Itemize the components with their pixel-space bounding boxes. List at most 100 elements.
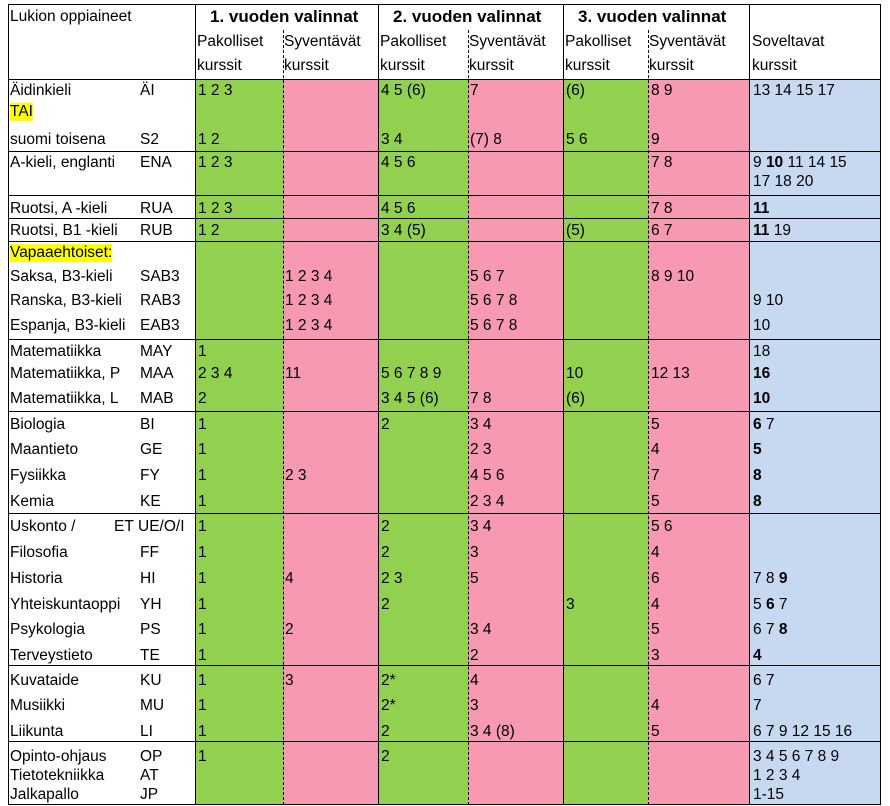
subject-code: EAB3	[140, 317, 180, 334]
y1-syventavat-header: Syventävät	[284, 33, 361, 50]
course-cell-y1p: 1 2	[198, 131, 220, 148]
y2-syventavat-header: Syventävät	[469, 33, 546, 50]
subject-code: RAB3	[140, 292, 181, 309]
subject-name: Fysiikka	[10, 467, 66, 484]
course-cell-y3s: 4	[651, 544, 660, 561]
course-cell-sov: 10	[753, 390, 770, 408]
course-cell-y1p: 1	[198, 544, 207, 561]
border-bottom	[8, 804, 881, 805]
hline-3	[8, 218, 881, 219]
subject-name: Tietotekniikka	[10, 767, 105, 784]
subject-code: UE/O/I	[138, 518, 185, 535]
course-cell-y1s: 1 2 3 4	[285, 292, 333, 309]
course-cell-y2s: 7	[470, 82, 479, 99]
subjects-header: Lukion oppiaineet	[10, 8, 132, 25]
hline-1	[8, 151, 881, 152]
hline-2	[8, 195, 881, 196]
course-cell-sov: 13 14 15 17	[753, 82, 835, 99]
course-cell-y3s: 7 8	[651, 200, 673, 217]
course-cell-sov-b: 8	[753, 493, 762, 510]
soveltavat-kurssit: kurssit	[752, 57, 797, 74]
subject-code: MAB	[140, 390, 174, 407]
course-cell-sov-b: 9	[778, 570, 788, 587]
course-cell-sov: 6 7	[753, 672, 775, 689]
subject-name: Filosofia	[10, 544, 68, 561]
hline-7	[8, 513, 881, 514]
course-cell-y2s: 2	[470, 647, 479, 664]
subject-name: Psykologia	[10, 621, 85, 638]
course-cell-y1p: 1 2 3	[198, 154, 233, 171]
course-cell-sov-a: 6 7	[753, 621, 779, 638]
course-cell-y3s: 5 6	[651, 518, 673, 535]
course-cell-y2p: 2	[381, 544, 390, 561]
course-cell-y2s: 4	[470, 672, 479, 689]
dline-y2	[468, 30, 469, 805]
course-cell-y1p: 1 2 3	[198, 200, 233, 217]
y1-syventavat-kurssit: kurssit	[284, 57, 329, 74]
course-cell-sov: 9 10	[753, 292, 784, 309]
y1-pakolliset-bg	[196, 80, 283, 804]
course-cell-sov: 6 7	[753, 416, 775, 434]
course-cell-y2s: (7) 8	[470, 131, 502, 148]
course-cell-y3p: (6)	[566, 82, 585, 99]
subject-code: JP	[140, 786, 159, 803]
course-cell-y2s: 3 4	[470, 416, 492, 433]
subject-code: TE	[140, 647, 160, 664]
y3-pakolliset-bg	[564, 80, 648, 804]
course-cell-y1s: 2	[285, 621, 294, 638]
vline-year3	[563, 4, 564, 805]
course-cell-y3s: 9	[651, 131, 660, 148]
course-cell-sov-a: 9	[753, 154, 766, 171]
course-cell-sov: 7	[753, 697, 762, 714]
course-cell-y3p: (6)	[566, 390, 585, 407]
subject-name: Opinto-ohjaus	[10, 748, 107, 765]
y2-pakolliset-bg	[379, 80, 468, 804]
subject-name: Ranska, B3-kieli	[10, 292, 122, 309]
course-cell-y1p: 2 3 4	[198, 365, 233, 382]
course-cell-y1s: 1 2 3 4	[285, 268, 333, 285]
course-cell-sov-c: 11 14 15	[783, 154, 847, 171]
course-cell-y3s: 8 9	[651, 82, 673, 99]
y3-syventavat-header: Syventävät	[649, 33, 726, 50]
course-cell-sov: 16	[753, 365, 770, 383]
course-cell-y2s: 3 4 (8)	[470, 723, 515, 740]
course-cell-sov-c: 7	[774, 596, 788, 613]
subject-name: Matematiikka	[10, 343, 102, 360]
subject-name: Uskonto /	[10, 518, 76, 535]
subject-name: Espanja, B3-kieli	[10, 317, 126, 334]
course-cell-y1p: 1	[198, 518, 207, 535]
course-cell-sov: 8	[753, 467, 762, 485]
course-cell-y1s: 1 2 3 4	[285, 317, 333, 334]
subject-code: S2	[140, 131, 159, 148]
course-cell-y1p: 1	[198, 441, 207, 458]
course-cell-sov-b: 8	[753, 467, 762, 484]
course-cell-y2s: 5	[470, 570, 479, 587]
y3-syventavat-kurssit: kurssit	[649, 57, 694, 74]
course-cell-y2p: 3 4 5 (6)	[381, 390, 439, 407]
course-cell-sov: 9 10 11 14 15	[753, 154, 847, 172]
border-top	[8, 4, 881, 5]
course-cell-y1p: 1 2	[198, 222, 220, 239]
course-cell-y1p: 1	[198, 621, 207, 638]
course-cell-y2p: 2 3	[381, 570, 403, 587]
border-left	[8, 4, 9, 805]
course-cell-y2p: 4 5 (6)	[381, 82, 426, 99]
course-cell-y1p: 2	[198, 390, 207, 407]
course-cell-sov-c: 7	[761, 416, 775, 433]
course-cell-y3s: 8 9 10	[651, 268, 695, 285]
course-cell-y2s: 2 3	[470, 441, 492, 458]
course-cell-sov: 6 7 9 12 15 16	[753, 723, 853, 740]
subject-code: MAA	[140, 365, 174, 382]
year2-header: 2. vuoden valinnat	[393, 7, 542, 26]
hline-header	[8, 79, 881, 80]
course-cell-y1p: 1	[198, 647, 207, 664]
course-cell-y2p: 2	[381, 416, 390, 433]
course-cell-y2p: 2	[381, 596, 390, 613]
subject-code: MAY	[140, 343, 173, 360]
y2-syventavat-bg	[468, 80, 564, 804]
course-cell-sov: 5	[753, 441, 762, 459]
course-cell-y2p: 2*	[381, 672, 396, 689]
course-cell-y2p: 3 4 (5)	[381, 222, 426, 239]
course-cell-sov: 5 6 7	[753, 596, 788, 614]
subject-name: Äidinkieli	[10, 82, 72, 99]
